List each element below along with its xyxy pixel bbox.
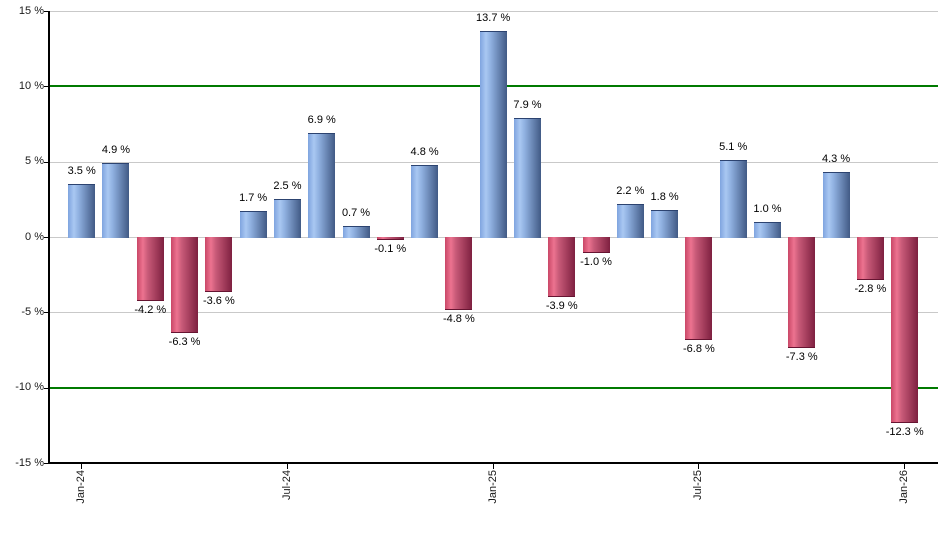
y-axis-tick bbox=[44, 86, 49, 88]
x-axis-tick-label: Jan-25 bbox=[486, 470, 499, 504]
bar[interactable] bbox=[171, 237, 199, 333]
y-axis-tick-label: 15 % bbox=[18, 4, 44, 17]
y-axis-tick bbox=[44, 161, 49, 163]
y-axis-tick bbox=[44, 312, 49, 314]
bar-value-label: 1.0 % bbox=[753, 202, 782, 215]
x-axis-tick bbox=[286, 463, 288, 469]
limit-line bbox=[49, 386, 938, 389]
bar[interactable] bbox=[616, 203, 644, 238]
bar-value-label: -6.8 % bbox=[683, 343, 715, 356]
bar[interactable] bbox=[513, 117, 541, 238]
x-axis-tick-label: Jan-24 bbox=[75, 470, 88, 504]
y-axis-tick-label: 5 % bbox=[25, 155, 44, 168]
x-axis-line bbox=[48, 462, 938, 464]
bar[interactable] bbox=[754, 221, 781, 238]
bar-value-label: 4.3 % bbox=[822, 153, 851, 166]
bar-value-label: 1.7 % bbox=[239, 192, 268, 205]
bar-value-label: 5.1 % bbox=[719, 141, 748, 154]
bar[interactable] bbox=[342, 226, 370, 238]
bar[interactable] bbox=[856, 237, 884, 281]
bar-value-label: 13.7 % bbox=[476, 11, 511, 24]
bar-value-label: -6.3 % bbox=[168, 335, 201, 348]
bar[interactable] bbox=[308, 133, 336, 238]
bar[interactable] bbox=[445, 237, 473, 311]
bar[interactable] bbox=[548, 237, 576, 297]
y-axis-tick bbox=[44, 237, 49, 238]
y-axis-tick bbox=[44, 463, 49, 464]
bar[interactable] bbox=[582, 237, 610, 254]
bar-value-label: -0.1 % bbox=[374, 242, 407, 255]
bar[interactable] bbox=[239, 211, 267, 238]
bar-value-label: -4.8 % bbox=[442, 313, 475, 326]
bar-value-label: 7.9 % bbox=[513, 98, 542, 111]
bar[interactable] bbox=[376, 237, 404, 240]
bar-value-label: 4.9 % bbox=[101, 144, 131, 157]
x-axis-tick-label: Jan-26 bbox=[898, 470, 911, 504]
bar-value-label: 4.8 % bbox=[410, 145, 439, 158]
bar[interactable] bbox=[411, 164, 439, 238]
bar-value-label: 3.5 % bbox=[67, 165, 96, 178]
x-axis-tick bbox=[492, 463, 494, 469]
bar-value-label: 1.8 % bbox=[650, 190, 679, 203]
x-axis-tick-label: Jul-24 bbox=[280, 470, 293, 500]
bar-value-label: -2.8 % bbox=[854, 283, 887, 296]
y-axis-tick-label: -10 % bbox=[15, 381, 44, 394]
bar[interactable] bbox=[685, 237, 713, 341]
y-axis-line bbox=[48, 11, 50, 464]
bar-value-label: -3.6 % bbox=[202, 295, 235, 308]
gridline bbox=[49, 312, 938, 314]
bar[interactable] bbox=[68, 184, 96, 238]
bar-value-label: 2.2 % bbox=[616, 184, 645, 197]
bar[interactable] bbox=[651, 209, 679, 238]
bar[interactable] bbox=[102, 163, 130, 238]
y-axis-tick-label: -5 % bbox=[21, 305, 44, 318]
y-axis-tick-label: 10 % bbox=[18, 79, 44, 92]
bar[interactable] bbox=[822, 172, 850, 238]
bar[interactable] bbox=[205, 237, 233, 293]
bar-value-label: -3.9 % bbox=[545, 299, 578, 312]
bar[interactable] bbox=[788, 237, 816, 348]
y-axis-tick-label: -15 % bbox=[15, 456, 44, 469]
y-axis-tick bbox=[44, 387, 49, 389]
x-axis-tick bbox=[904, 463, 906, 469]
bar-value-label: -7.3 % bbox=[785, 350, 818, 363]
bar-value-label: 2.5 % bbox=[273, 180, 302, 193]
y-axis-tick bbox=[44, 11, 49, 12]
x-axis-tick bbox=[81, 463, 83, 469]
bar-value-label: 6.9 % bbox=[307, 114, 336, 127]
y-axis-tick-label: 0 % bbox=[25, 230, 44, 243]
bar[interactable] bbox=[891, 237, 919, 424]
bar-value-label: 0.7 % bbox=[341, 207, 371, 220]
bar-value-label: -12.3 % bbox=[885, 426, 924, 439]
bar[interactable] bbox=[273, 199, 301, 238]
bar[interactable] bbox=[136, 237, 164, 302]
x-axis-tick bbox=[698, 463, 700, 469]
gridline bbox=[49, 11, 938, 12]
x-axis-tick-label: Jul-25 bbox=[692, 470, 705, 500]
bar-value-label: -4.2 % bbox=[134, 304, 167, 317]
bar-value-label: -1.0 % bbox=[580, 256, 612, 269]
bar[interactable] bbox=[479, 30, 507, 238]
bar[interactable] bbox=[719, 160, 747, 238]
